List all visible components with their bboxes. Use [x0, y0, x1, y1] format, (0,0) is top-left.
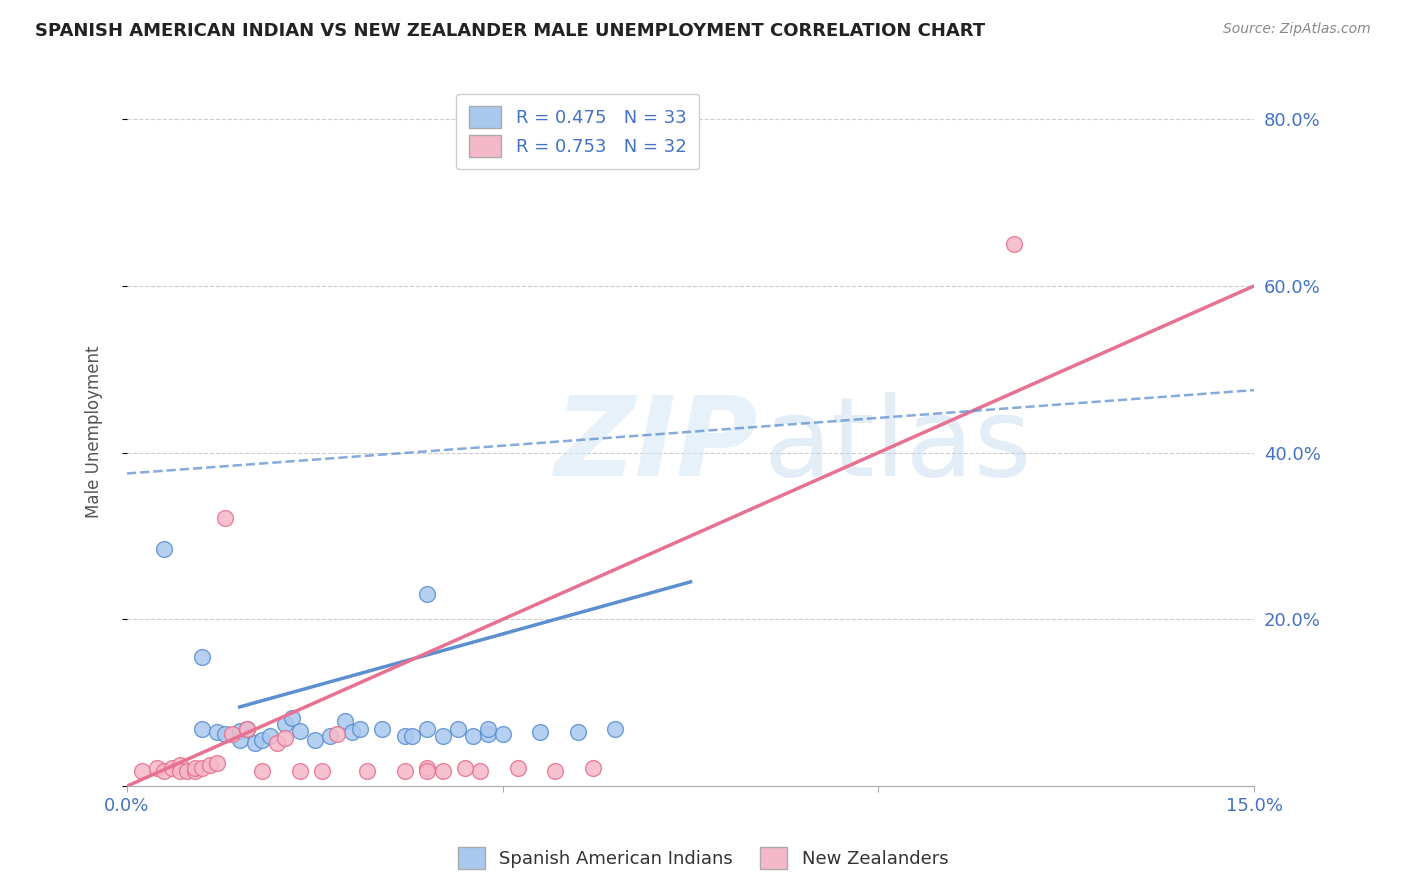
Point [491, 727, 513, 741]
Point [416, 723, 439, 737]
Point [146, 761, 169, 775]
Point [333, 714, 356, 728]
Point [259, 729, 281, 743]
Point [319, 729, 342, 743]
Point [153, 764, 176, 779]
Point [468, 764, 491, 779]
Point [288, 724, 311, 739]
Point [176, 764, 198, 779]
Y-axis label: Male Unemployment: Male Unemployment [86, 345, 103, 518]
Point [506, 761, 529, 775]
Point [153, 541, 176, 556]
Point [477, 727, 499, 741]
Point [183, 761, 205, 775]
Text: Source: ZipAtlas.com: Source: ZipAtlas.com [1223, 22, 1371, 37]
Point [274, 731, 297, 745]
Text: SPANISH AMERICAN INDIAN VS NEW ZEALANDER MALE UNEMPLOYMENT CORRELATION CHART: SPANISH AMERICAN INDIAN VS NEW ZEALANDER… [35, 22, 986, 40]
Point [169, 758, 191, 772]
Point [236, 723, 259, 737]
Point [394, 764, 416, 779]
Point [582, 761, 605, 775]
Point [169, 764, 191, 779]
Point [205, 725, 228, 739]
Point [243, 736, 266, 750]
Text: atlas: atlas [763, 392, 1032, 500]
Point [446, 723, 468, 737]
Point [266, 736, 288, 750]
Point [416, 761, 439, 775]
Point [461, 729, 484, 743]
Point [349, 723, 371, 737]
Point [432, 764, 454, 779]
Point [250, 764, 273, 779]
Legend: Spanish American Indians, New Zealanders: Spanish American Indians, New Zealanders [449, 838, 957, 879]
Point [356, 764, 378, 779]
Point [326, 727, 349, 741]
Point [183, 764, 205, 779]
Point [228, 724, 250, 739]
Point [131, 764, 153, 779]
Point [477, 723, 499, 737]
Text: ZIP: ZIP [555, 392, 759, 500]
Point [529, 725, 551, 739]
Point [191, 649, 214, 664]
Point [198, 758, 221, 772]
Point [567, 725, 589, 739]
Point [394, 729, 416, 743]
Point [432, 729, 454, 743]
Legend: R = 0.475   N = 33, R = 0.753   N = 32: R = 0.475 N = 33, R = 0.753 N = 32 [457, 94, 699, 169]
Point [288, 764, 311, 779]
Point [401, 729, 423, 743]
Point [416, 764, 439, 779]
Point [454, 761, 477, 775]
Point [371, 723, 394, 737]
Point [214, 727, 236, 741]
Point [191, 761, 214, 775]
Point [191, 723, 214, 737]
Point [1002, 237, 1025, 252]
Point [605, 723, 627, 737]
Point [236, 723, 259, 737]
Point [281, 711, 304, 725]
Point [416, 587, 439, 601]
Point [250, 733, 273, 747]
Point [160, 761, 183, 775]
Point [304, 733, 326, 747]
Point [221, 727, 243, 741]
Point [311, 764, 333, 779]
Point [544, 764, 567, 779]
Point [214, 510, 236, 524]
Point [342, 725, 364, 739]
Point [228, 733, 250, 747]
Point [205, 756, 228, 770]
Point [274, 716, 297, 731]
